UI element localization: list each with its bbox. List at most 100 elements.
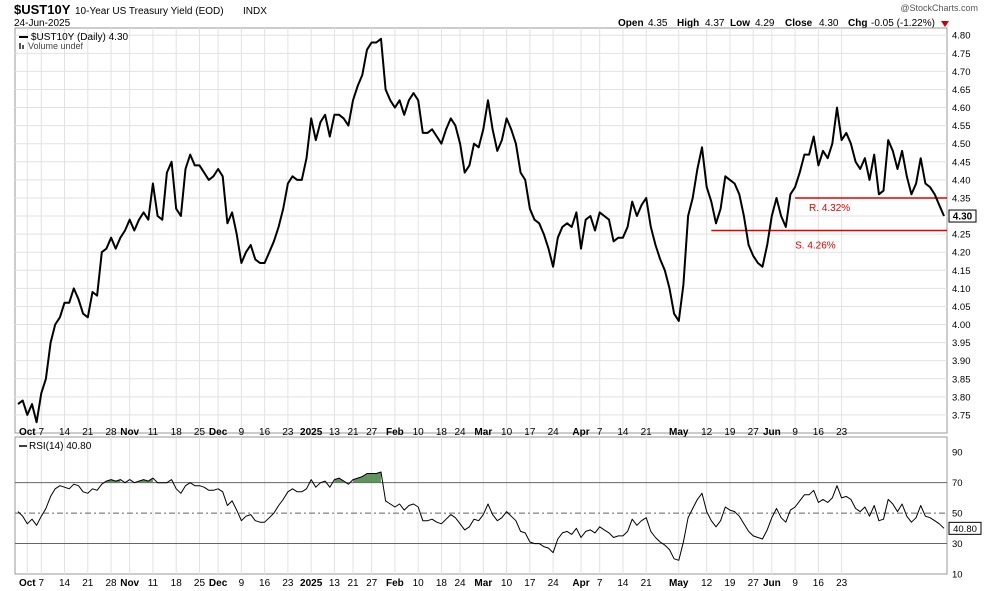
symbol-label: $UST10Y (14, 2, 71, 17)
rsi-x-tick-label: 16 (813, 578, 825, 589)
rsi-y-axis: 90 70 50 30 10 (952, 448, 963, 581)
last-value-box (948, 209, 977, 223)
rsi-grid (15, 437, 947, 574)
rsi-x-tick-label: 21 (347, 578, 359, 589)
price-x-tick-label: 7 (38, 427, 44, 438)
price-x-tick-label: 10 (501, 427, 513, 438)
resistance-label: R. 4.32% (809, 203, 850, 214)
rsi-x-tick-label: 7 (597, 578, 603, 589)
price-y-tick-label: 4.25 (952, 230, 971, 241)
rsi-last-value-marker: 40.80 (948, 521, 982, 535)
volume-bars-icon (19, 43, 21, 49)
price-x-tick-label: 16 (813, 427, 825, 438)
rsi-x-tick-label: 10 (501, 578, 513, 589)
rsi-x-tick-label: 18 (171, 578, 183, 589)
price-y-tick-label: 4.70 (952, 67, 971, 78)
price-x-tick-label: Jun (763, 427, 781, 438)
rsi-y-tick-label: 70 (952, 478, 963, 489)
price-x-tick-label: Dec (209, 427, 228, 438)
rsi-last-value-label: 40.80 (953, 524, 977, 535)
price-y-tick-label: 4.00 (952, 320, 971, 331)
chg-label: Chg (848, 18, 867, 29)
price-y-tick-label: 4.50 (952, 139, 971, 150)
rsi-last-value-box (948, 521, 982, 535)
price-x-tick-label: 9 (792, 427, 798, 438)
last-value-marker: 4.30 (948, 209, 977, 223)
rsi-x-axis: Oct 7 14 21 28 Nov 11 18 25 Dec 9 16 23 2025 13 21 27 Feb… (19, 578, 848, 589)
rsi-x-tick-label: May (669, 578, 689, 589)
price-y-tick-label: 3.80 (952, 392, 971, 403)
rsi-line (17, 471, 945, 561)
chg-down-arrow-icon (941, 21, 949, 27)
price-y-tick-label: 4.65 (952, 85, 971, 96)
price-y-axis: 3.75 3.80 3.85 3.90 3.95 4.00 4.05 4.10 4.15 4.20… (952, 31, 971, 422)
price-y-tick-label: 3.75 (952, 410, 971, 421)
rsi-x-tick-label: 21 (641, 578, 653, 589)
open-label: Open (618, 18, 644, 29)
price-x-tick-label: 2025 (300, 427, 323, 438)
open-value: 4.35 (648, 18, 668, 29)
rsi-x-tick-label: 7 (38, 578, 44, 589)
rsi-y-tick-label: 50 (952, 509, 963, 520)
rsi-y-tick-label: 90 (952, 448, 963, 459)
rsi-x-tick-label: 14 (617, 578, 629, 589)
price-x-tick-label: 21 (347, 427, 359, 438)
price-y-tick-label: 4.10 (952, 284, 971, 295)
rsi-x-tick-label: 14 (59, 578, 71, 589)
price-x-tick-label: 23 (282, 427, 294, 438)
price-x-tick-label: 11 (148, 427, 159, 438)
price-panel: 3.75 3.80 3.85 3.90 3.95 4.00 4.05 4.10 4.15 4.20… (14, 27, 977, 438)
rsi-x-tick-label: 28 (106, 578, 118, 589)
price-x-tick-label: 18 (436, 427, 448, 438)
rsi-series (17, 471, 945, 561)
rsi-x-tick-label: Apr (572, 578, 589, 589)
price-x-tick-label: 21 (82, 427, 94, 438)
price-x-tick-label: 10 (413, 427, 425, 438)
rsi-panel: 90 70 50 30 10 RSI(14) 40.80 40.80 (14, 436, 982, 581)
low-label: Low (730, 18, 750, 29)
price-y-tick-label: 4.60 (952, 103, 971, 114)
chg-value: -0.05 (-1.22%) (871, 18, 935, 29)
price-x-tick-label: 18 (171, 427, 183, 438)
rsi-legend-label: RSI(14) 40.80 (29, 441, 92, 452)
price-y-tick-label: 4.15 (952, 266, 971, 277)
rsi-x-tick-label: 11 (148, 578, 159, 589)
rsi-x-tick-label: 19 (724, 578, 736, 589)
rsi-x-tick-label: 13 (329, 578, 341, 589)
price-y-tick-label: 4.45 (952, 157, 971, 168)
price-y-tick-label: 4.80 (952, 31, 971, 42)
rsi-x-tick-label: Oct (19, 578, 36, 589)
rsi-x-tick-label: 27 (748, 578, 760, 589)
price-y-tick-label: 4.35 (952, 193, 971, 204)
price-x-tick-label: Feb (386, 427, 404, 438)
rsi-overbought-fill (106, 472, 381, 483)
rsi-x-tick-label: 27 (366, 578, 378, 589)
price-x-tick-label: 27 (748, 427, 760, 438)
volume-bars-icon-part (22, 45, 24, 49)
support-label: S. 4.26% (795, 241, 836, 252)
price-x-tick-label: 12 (701, 427, 713, 438)
rsi-x-tick-label: Jun (763, 578, 781, 589)
price-grid (15, 28, 947, 433)
close-value: 4.30 (819, 18, 839, 29)
price-y-tick-label: 4.75 (952, 49, 971, 60)
description-label: 10-Year US Treasury Yield (EOD) (75, 6, 224, 17)
price-x-tick-label: Mar (474, 427, 492, 438)
exchange-label: INDX (243, 6, 267, 17)
price-x-tick-label: 24 (548, 427, 560, 438)
price-x-tick-label: 28 (106, 427, 118, 438)
support-resistance-annotations: R. 4.32% S. 4.26% (711, 197, 947, 252)
rsi-x-tick-label: Nov (120, 578, 139, 589)
price-x-tick-label: 21 (641, 427, 653, 438)
price-x-tick-label: 14 (59, 427, 71, 438)
rsi-x-tick-label: 9 (239, 578, 245, 589)
price-x-tick-label: 25 (194, 427, 206, 438)
legend-volume-label: Volume undef (28, 41, 84, 51)
price-x-tick-label: May (669, 427, 689, 438)
price-x-tick-label: 14 (617, 427, 629, 438)
rsi-y-tick-label: 30 (952, 539, 963, 550)
price-x-axis: Oct 7 14 21 28 Nov 11 18 25 Dec 9 16 23 2025 13 21 27 Feb… (19, 427, 848, 438)
rsi-legend: RSI(14) 40.80 (19, 441, 92, 452)
rsi-x-tick-label: Feb (386, 578, 404, 589)
